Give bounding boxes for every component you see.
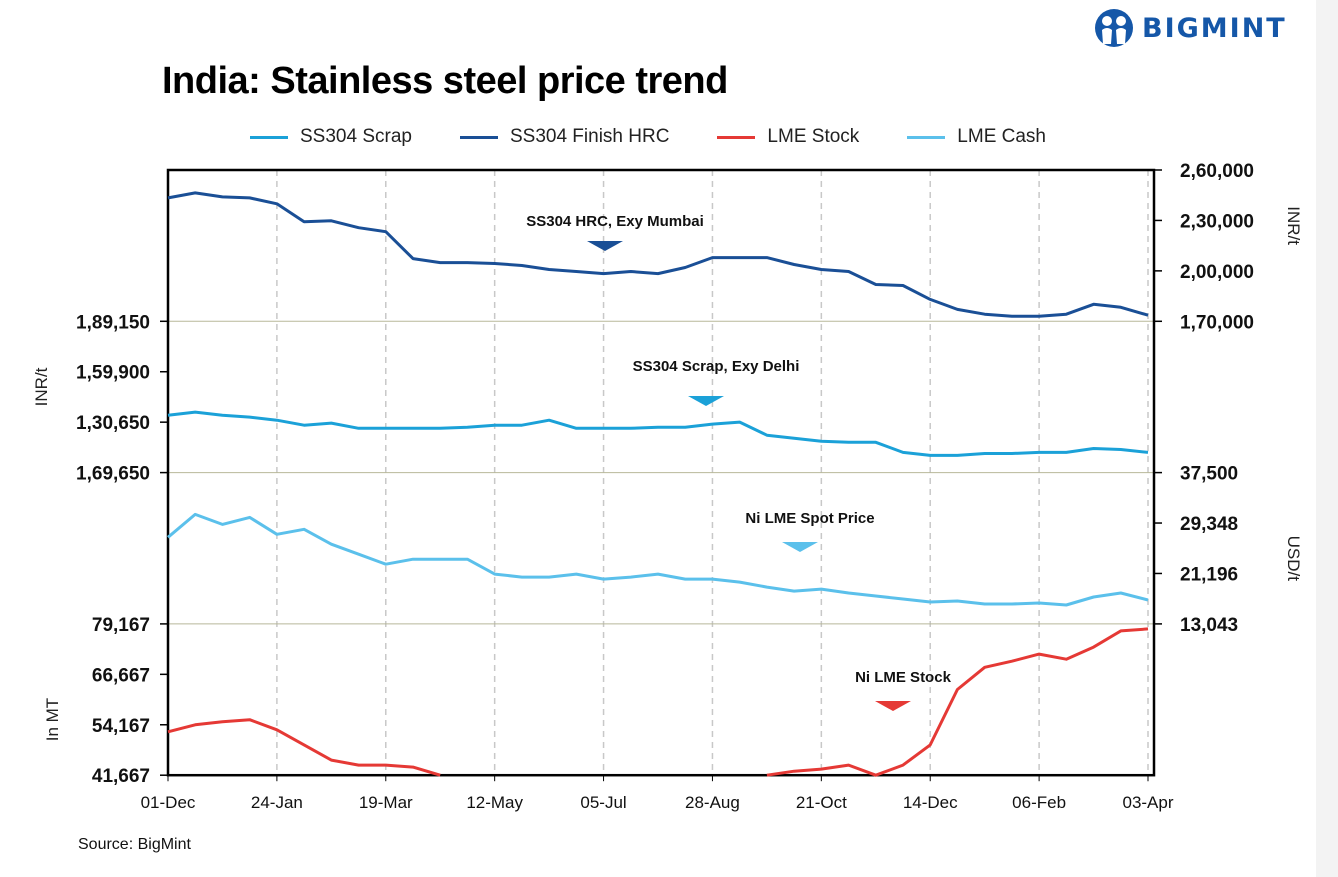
y-tick-label: 66,667 bbox=[92, 665, 150, 686]
annotation-arrow-icon bbox=[587, 241, 623, 251]
y-tick-label: 2,60,000 bbox=[1180, 161, 1254, 182]
axis-unit-label: INR/t bbox=[32, 367, 51, 406]
x-tick-label: 06-Feb bbox=[1012, 793, 1066, 812]
y-tick-label: 21,196 bbox=[1180, 564, 1238, 585]
y-tick-label: 79,167 bbox=[92, 615, 150, 636]
x-tick-label: 28-Aug bbox=[685, 793, 740, 812]
legend-label: SS304 Finish HRC bbox=[509, 126, 670, 147]
series-line-ss304-finish-hrc bbox=[167, 191, 1149, 318]
y-tick-label: 54,167 bbox=[92, 716, 150, 737]
y-tick-label: 1,30,650 bbox=[76, 413, 150, 434]
y-tick-label: 1,70,000 bbox=[1180, 312, 1254, 333]
annotation-arrow-icon bbox=[782, 542, 818, 552]
people-logo-icon bbox=[1095, 9, 1133, 47]
x-tick-label: 21-Oct bbox=[796, 793, 847, 812]
brand-name: BIGMINT bbox=[1142, 12, 1287, 44]
x-tick-label: 03-Apr bbox=[1122, 793, 1173, 812]
brand-logo: BIGMINT bbox=[1094, 8, 1287, 48]
x-tick-label: 05-Jul bbox=[580, 793, 626, 812]
x-tick-label: 14-Dec bbox=[903, 793, 958, 812]
annotation-label: SS304 Scrap, Exy Delhi bbox=[633, 358, 800, 375]
legend-swatch bbox=[907, 135, 946, 139]
y-tick-label: 13,043 bbox=[1180, 615, 1238, 636]
source-note: Source: BigMint bbox=[78, 836, 191, 853]
y-tick-label: 1,89,150 bbox=[76, 312, 150, 333]
annotation-label: Ni LME Spot Price bbox=[745, 510, 874, 527]
axis-unit-label: USD/t bbox=[1284, 536, 1303, 582]
legend-label: LME Cash bbox=[957, 126, 1046, 147]
y-tick-label: 2,30,000 bbox=[1180, 211, 1254, 232]
y-tick-label: 37,500 bbox=[1180, 464, 1238, 485]
legend-label: LME Stock bbox=[767, 126, 860, 147]
legend-label: SS304 Scrap bbox=[300, 126, 412, 147]
legend-swatch bbox=[459, 135, 498, 139]
legend-item: LME Cash bbox=[907, 126, 1046, 148]
window-edge bbox=[1316, 0, 1338, 877]
legend-item: SS304 Finish HRC bbox=[459, 126, 670, 148]
y-tick-label: 1,69,650 bbox=[76, 464, 150, 485]
series-line-lme-cash bbox=[167, 512, 1149, 607]
y-tick-label: 41,667 bbox=[92, 766, 150, 787]
chart-title: India: Stainless steel price trend bbox=[162, 60, 728, 102]
legend-item: LME Stock bbox=[717, 126, 859, 148]
legend-item: SS304 Scrap bbox=[250, 126, 412, 148]
y-tick-label: 2,00,000 bbox=[1180, 262, 1254, 283]
axis-unit-label: INR/t bbox=[1284, 206, 1303, 245]
y-tick-label: 29,348 bbox=[1180, 514, 1238, 535]
x-tick-label: 12-May bbox=[466, 793, 523, 812]
y-tick-label: 1,59,900 bbox=[76, 363, 150, 384]
axis-unit-label: In MT bbox=[43, 698, 62, 741]
annotation-arrow-icon bbox=[688, 396, 724, 406]
x-tick-label: 24-Jan bbox=[251, 793, 303, 812]
x-tick-label: 19-Mar bbox=[359, 793, 413, 812]
legend-swatch bbox=[250, 135, 288, 139]
x-tick-label: 01-Dec bbox=[141, 793, 196, 812]
legend-swatch bbox=[717, 135, 756, 139]
annotation-label: Ni LME Stock bbox=[855, 669, 952, 686]
legend: SS304 Scrap SS304 Finish HRC LME Stock LME … bbox=[250, 126, 1094, 148]
annotation-arrow-icon bbox=[875, 701, 911, 711]
series-line-lme-stock bbox=[167, 627, 1149, 777]
series-line-ss304-scrap bbox=[167, 410, 1149, 457]
annotation-label: SS304 HRC, Exy Mumbai bbox=[526, 213, 704, 230]
